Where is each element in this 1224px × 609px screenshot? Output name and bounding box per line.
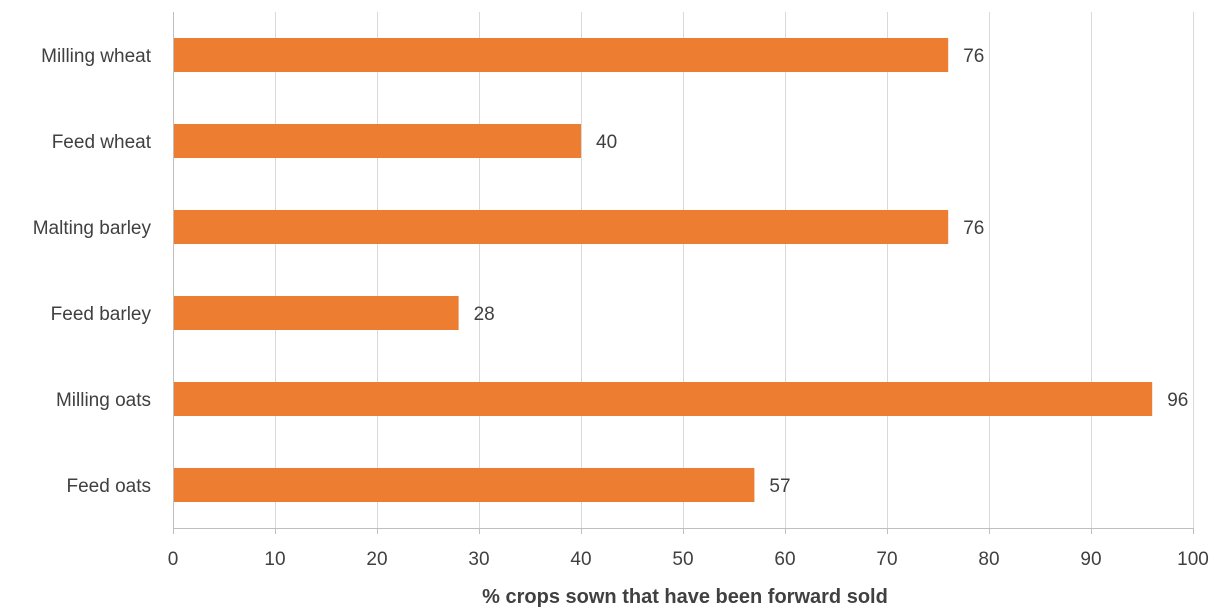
x-tick-label: 70 bbox=[876, 549, 897, 570]
bar bbox=[174, 124, 581, 158]
x-tick-label: 80 bbox=[978, 549, 999, 570]
bar bbox=[174, 468, 755, 502]
data-label: 76 bbox=[963, 46, 984, 67]
x-tick-label: 50 bbox=[672, 549, 693, 570]
category-labels: Milling wheat Feed wheat Malting barley Fee… bbox=[33, 46, 152, 497]
category-label: Feed oats bbox=[67, 476, 152, 497]
axes bbox=[173, 12, 1194, 534]
bar bbox=[174, 210, 949, 244]
x-tick-label: 60 bbox=[774, 549, 795, 570]
category-label: Milling oats bbox=[56, 390, 151, 411]
bar bbox=[174, 296, 459, 330]
x-tick-label: 0 bbox=[168, 549, 179, 570]
x-tick-label: 20 bbox=[366, 549, 387, 570]
bar bbox=[174, 38, 949, 72]
data-labels: 76 40 76 28 96 57 bbox=[474, 46, 1189, 497]
category-label: Milling wheat bbox=[41, 46, 152, 67]
data-label: 40 bbox=[596, 132, 617, 153]
data-label: 57 bbox=[769, 476, 790, 497]
x-axis-title: % crops sown that have been forward sold bbox=[482, 586, 888, 608]
x-tick-label: 10 bbox=[264, 549, 285, 570]
category-label: Feed wheat bbox=[52, 132, 152, 153]
category-label: Feed barley bbox=[51, 304, 152, 325]
data-label: 76 bbox=[963, 218, 984, 239]
x-tick-label: 30 bbox=[468, 549, 489, 570]
tick-labels: 0 10 20 30 40 50 60 70 80 90 100 bbox=[168, 549, 1209, 570]
x-tick-label: 40 bbox=[570, 549, 591, 570]
bars bbox=[174, 38, 1153, 502]
category-label: Malting barley bbox=[33, 218, 152, 239]
gridlines bbox=[275, 12, 1194, 528]
data-label: 28 bbox=[474, 304, 495, 325]
x-tick-label: 90 bbox=[1080, 549, 1101, 570]
data-label: 96 bbox=[1167, 390, 1188, 411]
x-tick-label: 100 bbox=[1177, 549, 1209, 570]
bar bbox=[174, 382, 1153, 416]
